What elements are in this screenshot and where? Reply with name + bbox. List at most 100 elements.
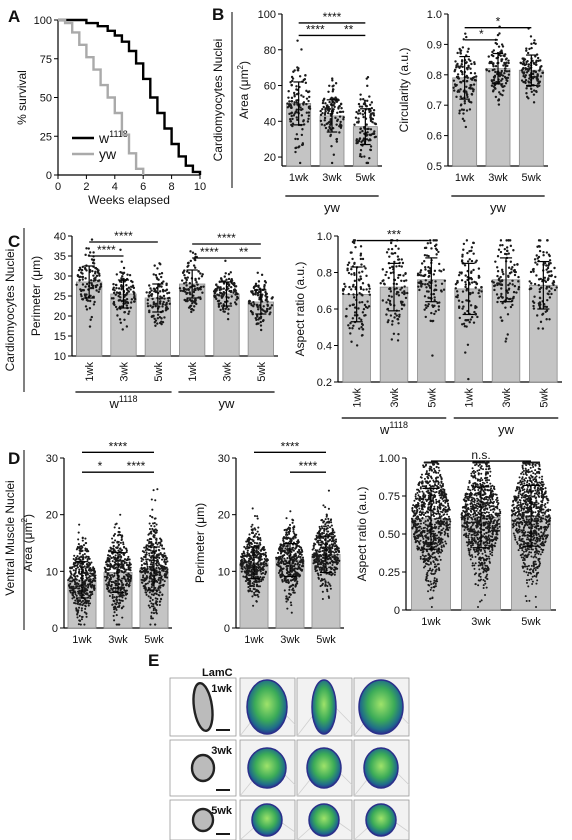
x-tick-label: 4 <box>112 181 118 193</box>
significance-label: * <box>479 27 484 41</box>
y-tick-label: 100 <box>258 9 276 21</box>
panel-label-a: A <box>8 7 20 26</box>
y-tick-label: 0.25 <box>379 567 400 579</box>
x-tick-label: 3wk <box>222 362 234 382</box>
y-tick-label: 0.6 <box>427 131 442 143</box>
micrograph-3d <box>296 739 353 797</box>
y-tick-label: 35 <box>54 251 66 263</box>
ventral-aspect-ratio-chart: 0 0.25 0.50 0.75 1.00 Aspect ratio (a.u.) 1wk 3… <box>355 448 556 628</box>
group-label: yw <box>324 200 341 215</box>
section-label-cardio-perimeter: Cardiomyocytes Nuclei <box>3 249 17 372</box>
micrograph-3d <box>296 799 353 840</box>
y-tick-label: 50 <box>40 93 52 105</box>
survival-chart: 0 25 50 75 100 % survival 0 2 4 6 8 10 Weeks elapsed… <box>15 15 206 207</box>
significance-label: **** <box>217 231 236 245</box>
y-tick-label: 80 <box>264 45 276 57</box>
x-tick-label: 8 <box>169 181 175 193</box>
y-tick-label: 0.5 <box>427 161 442 173</box>
significance-label: **** <box>323 10 342 24</box>
x-tick-label: 1wk <box>455 172 475 184</box>
x-tick-label: 3wk <box>119 362 131 382</box>
y-tick-label: 15 <box>54 331 66 343</box>
y-tick-label: 20 <box>218 510 230 522</box>
y-tick-label: 30 <box>46 453 58 465</box>
data-points <box>528 239 558 330</box>
data-points <box>379 239 409 342</box>
y-tick-label: 75 <box>40 54 52 66</box>
y-axis-label: Perimeter (μm) <box>29 256 43 336</box>
y-tick-label: 40 <box>264 116 276 128</box>
y-tick-label: 10 <box>54 351 66 363</box>
y-tick-label: 0.8 <box>317 268 332 280</box>
significance-label: **** <box>109 439 128 453</box>
x-tick-label: 5wk <box>356 172 376 184</box>
y-tick-label: 20 <box>264 152 276 164</box>
x-tick-label: 3wk <box>322 172 342 184</box>
y-tick-label: 1.00 <box>379 453 400 465</box>
x-tick-label: 1wk <box>187 362 199 382</box>
panel-label-b: B <box>212 5 224 24</box>
micrograph-3d <box>239 799 296 840</box>
y-tick-label: 0.7 <box>427 100 442 112</box>
y-tick-label: 30 <box>54 271 66 283</box>
ventral-perimeter-chart: 0 10 20 30 Perimeter (μm) 1wk 3wk 5wk **** **** <box>193 439 344 646</box>
y-axis-label: % survival <box>15 70 29 125</box>
x-tick-label: 5wk <box>522 172 542 184</box>
x-tick-label: 1wk <box>84 362 96 382</box>
y-tick-label: 30 <box>218 453 230 465</box>
cardio-aspect-ratio-chart: 0.2 0.4 0.6 0.8 1.0 Aspect ratio (a.u.) 1wk 3wk… <box>293 228 562 437</box>
y-tick-label: 0 <box>224 623 230 635</box>
significance-label: **** <box>281 439 300 453</box>
x-tick-label: 1wk <box>289 172 309 184</box>
x-tick-label: 5wk <box>144 634 164 646</box>
panel-label-d: D <box>8 449 20 468</box>
x-tick-label: 5wk <box>256 362 268 382</box>
y-axis-label: Area (μm2) <box>236 61 251 119</box>
x-tick-label: 3wk <box>488 172 508 184</box>
significance-label: * <box>496 15 501 29</box>
y-tick-label: 0 <box>46 170 52 182</box>
y-tick-label: 20 <box>54 311 66 323</box>
data-points <box>416 239 447 357</box>
group-label: yw <box>490 200 507 215</box>
micrograph-3d <box>353 799 410 840</box>
significance-label: **** <box>306 22 325 36</box>
x-tick-label: 10 <box>194 181 206 193</box>
legend-label: yw <box>99 146 117 162</box>
survival-line-yw <box>58 18 145 175</box>
y-tick-label: 40 <box>54 231 66 243</box>
micrograph-3d <box>353 739 410 797</box>
y-tick-label: 0.6 <box>317 304 332 316</box>
x-tick-label: 5wk <box>426 388 438 408</box>
y-tick-label: 100 <box>34 15 52 27</box>
micrograph-3d <box>239 677 296 737</box>
micrograph-gray <box>169 799 237 840</box>
y-tick-label: 0.9 <box>427 39 442 51</box>
significance-label: n.s. <box>471 448 490 462</box>
y-tick-label: 10 <box>46 566 58 578</box>
data-points <box>275 510 305 614</box>
y-tick-label: 25 <box>40 131 52 143</box>
data-points <box>491 239 521 343</box>
data-points <box>319 77 345 165</box>
y-tick-label: 0.4 <box>317 341 332 353</box>
group-label: yw <box>498 422 515 437</box>
x-tick-label: 0 <box>55 181 61 193</box>
section-label-cardio-area: Cardiomyocytes Nuclei <box>211 39 225 162</box>
x-tick-label: 6 <box>140 181 146 193</box>
data-points <box>452 32 478 129</box>
significance-label: *** <box>387 228 401 242</box>
cardio-perimeter-chart: 10 15 20 25 30 35 40 Perimeter (μm) 1wk 3wk 5wk 1wk… <box>29 229 278 411</box>
micrograph-3d <box>353 677 410 737</box>
x-tick-label: 1wk <box>421 616 441 628</box>
x-tick-label: 2 <box>83 181 89 193</box>
x-tick-label: 1wk <box>72 634 92 646</box>
x-tick-label: 1wk <box>464 388 476 408</box>
y-axis-label: Area (μm2) <box>20 514 35 572</box>
stain-label: LamC <box>202 667 233 679</box>
cardio-circularity-chart: 0.5 0.6 0.7 0.8 0.9 1.0 Circularity (a.u.) 1wk 3… <box>397 9 548 215</box>
x-tick-label: 5wk <box>521 616 541 628</box>
